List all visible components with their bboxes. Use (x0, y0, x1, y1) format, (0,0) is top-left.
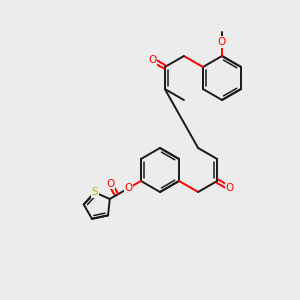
Text: O: O (225, 183, 233, 193)
Text: O: O (148, 55, 157, 65)
Text: O: O (218, 37, 226, 47)
Text: S: S (92, 187, 98, 197)
Text: O: O (106, 179, 114, 189)
Text: O: O (125, 183, 133, 193)
